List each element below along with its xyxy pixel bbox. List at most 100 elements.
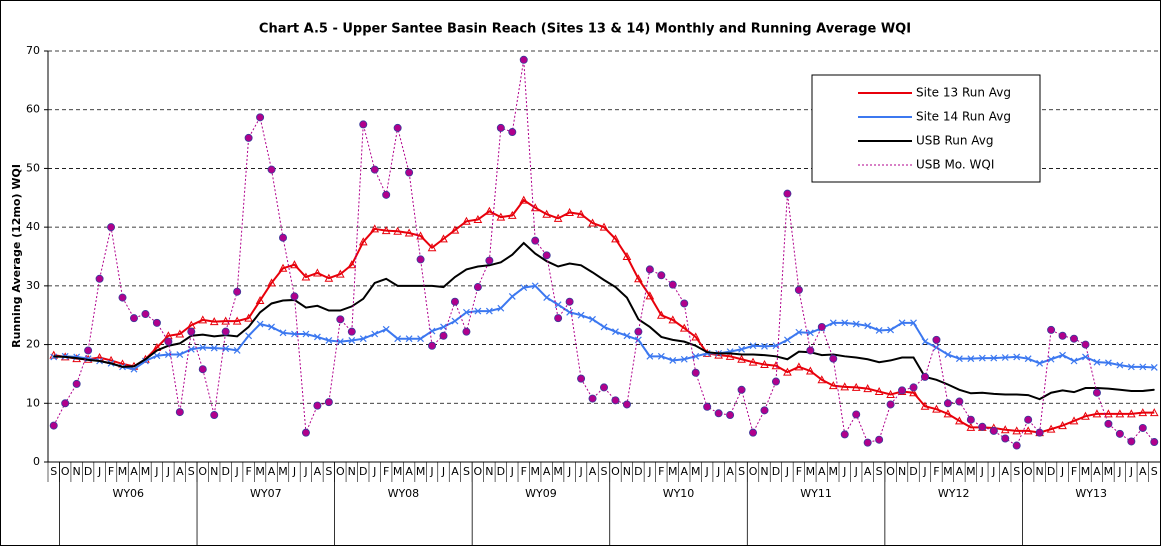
marker: [806, 366, 815, 375]
marker: [1082, 353, 1089, 361]
marker: [496, 123, 505, 132]
marker: [748, 357, 758, 366]
marker: [463, 308, 470, 316]
marker: [981, 392, 983, 394]
x-tick-label: J: [854, 465, 858, 478]
marker: [783, 336, 791, 344]
marker: [1012, 426, 1022, 435]
marker: [325, 337, 333, 344]
x-tick-label: M: [691, 465, 701, 478]
marker: [233, 347, 241, 354]
marker: [614, 286, 616, 288]
marker: [255, 295, 265, 305]
marker: [417, 335, 425, 343]
marker: [798, 351, 800, 353]
marker: [213, 335, 215, 337]
marker: [164, 351, 172, 358]
x-tick-label: J: [578, 465, 582, 478]
legend-label: Site 13 Run Avg: [916, 86, 1011, 100]
x-group-label: WY07: [250, 487, 282, 500]
marker: [1012, 441, 1021, 450]
marker: [966, 415, 975, 424]
marker: [611, 396, 620, 405]
marker: [1116, 361, 1124, 369]
marker: [760, 359, 769, 369]
marker: [1050, 392, 1052, 394]
marker: [175, 329, 185, 338]
marker: [324, 398, 333, 407]
marker: [863, 384, 873, 393]
marker: [496, 212, 506, 221]
x-tick-label: N: [623, 465, 631, 478]
marker: [474, 307, 482, 315]
x-tick-label: A: [1093, 465, 1101, 478]
marker: [302, 330, 310, 338]
marker: [245, 332, 253, 340]
marker: [771, 377, 780, 386]
marker: [657, 271, 666, 280]
marker: [428, 341, 437, 350]
marker: [1130, 390, 1132, 392]
marker: [279, 233, 288, 242]
marker: [1000, 425, 1010, 434]
x-tick-label: A: [818, 465, 826, 478]
x-tick-label: S: [50, 465, 57, 478]
marker: [1104, 409, 1113, 418]
marker: [657, 352, 665, 360]
marker: [500, 261, 502, 263]
marker: [1150, 364, 1158, 371]
x-tick-label: J: [441, 465, 445, 478]
marker: [634, 274, 643, 283]
marker: [451, 317, 459, 325]
marker: [179, 342, 181, 344]
x-tick-label: A: [268, 465, 276, 478]
marker: [821, 354, 823, 356]
marker: [634, 327, 643, 336]
x-tick-label: F: [933, 465, 939, 478]
marker: [485, 307, 493, 315]
marker: [370, 224, 380, 233]
x-tick-label: M: [255, 465, 265, 478]
x-tick-label: N: [73, 465, 81, 478]
marker: [1093, 358, 1101, 366]
marker: [569, 263, 571, 265]
marker: [359, 335, 367, 343]
x-tick-label: O: [474, 465, 483, 478]
marker: [1084, 387, 1086, 389]
marker: [932, 404, 941, 413]
x-tick-label: M: [141, 465, 151, 478]
marker: [668, 280, 677, 289]
marker: [691, 332, 701, 341]
marker: [382, 325, 390, 333]
marker: [829, 319, 837, 327]
marker: [943, 399, 952, 408]
marker: [129, 314, 138, 323]
x-tick-label: O: [198, 465, 207, 478]
marker: [87, 359, 89, 361]
marker: [427, 243, 437, 252]
marker: [164, 337, 173, 346]
marker: [485, 206, 494, 215]
marker: [1104, 419, 1113, 428]
marker: [462, 327, 471, 336]
marker: [313, 401, 322, 410]
marker: [465, 268, 467, 270]
x-tick-label: F: [1071, 465, 1077, 478]
y-tick-label: 10: [26, 396, 40, 409]
marker: [920, 372, 929, 381]
marker: [692, 352, 700, 360]
marker: [279, 329, 287, 337]
x-tick-label: J: [716, 465, 720, 478]
legend: Site 13 Run Avg Site 14 Run Avg USB Run Av…: [858, 86, 1011, 172]
marker: [706, 351, 708, 353]
marker: [603, 279, 605, 281]
marker: [749, 342, 757, 350]
marker: [554, 301, 562, 309]
marker: [236, 335, 238, 337]
x-tick-label: N: [1036, 465, 1044, 478]
marker: [978, 354, 986, 362]
x-group-label: WY13: [1075, 487, 1107, 500]
marker: [760, 406, 769, 415]
x-tick-label: D: [772, 465, 780, 478]
marker: [855, 356, 857, 358]
